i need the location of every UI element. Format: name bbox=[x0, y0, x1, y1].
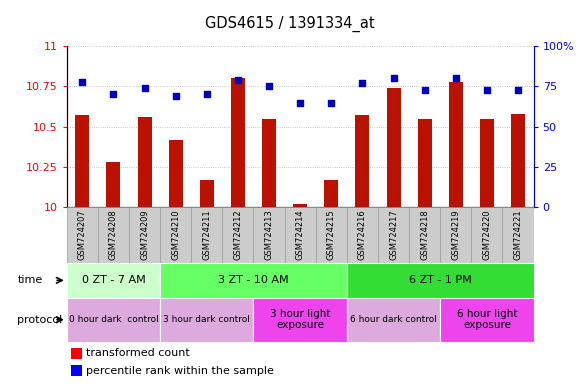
Point bbox=[389, 75, 398, 81]
Text: GSM724211: GSM724211 bbox=[202, 209, 211, 260]
Text: GSM724214: GSM724214 bbox=[296, 209, 304, 260]
Bar bbox=[285, 207, 316, 263]
Text: GSM724218: GSM724218 bbox=[420, 209, 429, 260]
Bar bbox=[231, 78, 245, 207]
Bar bbox=[253, 298, 347, 342]
Point bbox=[171, 93, 180, 99]
Text: protocol: protocol bbox=[17, 314, 63, 325]
Text: GSM724213: GSM724213 bbox=[264, 209, 274, 260]
Text: 0 ZT - 7 AM: 0 ZT - 7 AM bbox=[82, 275, 145, 285]
Bar bbox=[449, 81, 463, 207]
Point bbox=[420, 86, 429, 93]
Bar bbox=[324, 180, 338, 207]
Bar bbox=[356, 116, 369, 207]
Point bbox=[140, 85, 149, 91]
Point bbox=[513, 86, 523, 93]
Bar bbox=[98, 207, 129, 263]
Bar bbox=[386, 88, 401, 207]
Point bbox=[202, 91, 212, 98]
Point bbox=[483, 86, 492, 93]
Text: GSM724207: GSM724207 bbox=[78, 209, 87, 260]
Bar bbox=[253, 207, 285, 263]
Text: GSM724220: GSM724220 bbox=[483, 209, 491, 260]
Bar bbox=[71, 365, 82, 376]
Text: GSM724216: GSM724216 bbox=[358, 209, 367, 260]
Bar bbox=[137, 117, 151, 207]
Bar bbox=[191, 207, 222, 263]
Bar bbox=[71, 348, 82, 359]
Point bbox=[109, 91, 118, 98]
Text: 3 ZT - 10 AM: 3 ZT - 10 AM bbox=[218, 275, 289, 285]
Bar bbox=[347, 298, 440, 342]
Bar bbox=[67, 298, 160, 342]
Text: percentile rank within the sample: percentile rank within the sample bbox=[86, 366, 274, 376]
Text: GSM724219: GSM724219 bbox=[451, 209, 461, 260]
Text: transformed count: transformed count bbox=[86, 348, 190, 358]
Point bbox=[296, 99, 305, 106]
Bar bbox=[293, 204, 307, 207]
Text: GSM724217: GSM724217 bbox=[389, 209, 398, 260]
Bar bbox=[440, 207, 472, 263]
Bar bbox=[129, 207, 160, 263]
Bar bbox=[440, 298, 534, 342]
Bar bbox=[75, 116, 89, 207]
Text: 6 ZT - 1 PM: 6 ZT - 1 PM bbox=[409, 275, 472, 285]
Text: 6 hour light
exposure: 6 hour light exposure bbox=[456, 309, 517, 331]
Bar bbox=[200, 180, 214, 207]
Bar bbox=[169, 140, 183, 207]
Bar bbox=[480, 119, 494, 207]
Text: 0 hour dark  control: 0 hour dark control bbox=[68, 315, 158, 324]
Point bbox=[78, 78, 87, 84]
Point bbox=[451, 75, 461, 81]
Text: GSM724209: GSM724209 bbox=[140, 209, 149, 260]
Text: GSM724215: GSM724215 bbox=[327, 209, 336, 260]
Bar bbox=[160, 263, 347, 298]
Point bbox=[358, 80, 367, 86]
Bar bbox=[106, 162, 121, 207]
Bar bbox=[347, 263, 534, 298]
Point bbox=[264, 83, 274, 89]
Point bbox=[327, 99, 336, 106]
Text: GSM724221: GSM724221 bbox=[513, 209, 523, 260]
Bar bbox=[472, 207, 502, 263]
Text: time: time bbox=[17, 275, 43, 285]
Bar bbox=[418, 119, 432, 207]
Text: 3 hour light
exposure: 3 hour light exposure bbox=[270, 309, 331, 331]
Text: 6 hour dark control: 6 hour dark control bbox=[350, 315, 437, 324]
Text: 3 hour dark control: 3 hour dark control bbox=[164, 315, 250, 324]
Bar bbox=[262, 119, 276, 207]
Text: GDS4615 / 1391334_at: GDS4615 / 1391334_at bbox=[205, 15, 375, 31]
Bar bbox=[511, 114, 525, 207]
Bar bbox=[160, 298, 253, 342]
Bar bbox=[67, 263, 160, 298]
Bar bbox=[160, 207, 191, 263]
Bar bbox=[347, 207, 378, 263]
Bar bbox=[316, 207, 347, 263]
Bar bbox=[378, 207, 409, 263]
Bar bbox=[409, 207, 440, 263]
Text: GSM724208: GSM724208 bbox=[109, 209, 118, 260]
Text: GSM724212: GSM724212 bbox=[233, 209, 242, 260]
Bar bbox=[67, 207, 98, 263]
Bar bbox=[502, 207, 534, 263]
Point bbox=[233, 77, 242, 83]
Text: GSM724210: GSM724210 bbox=[171, 209, 180, 260]
Bar bbox=[222, 207, 253, 263]
